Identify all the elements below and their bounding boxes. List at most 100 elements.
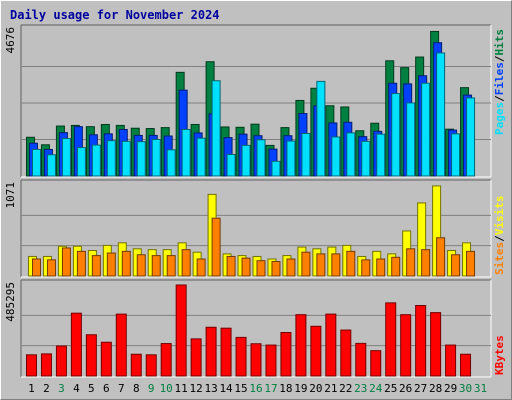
sites-bar-day-2 — [46, 259, 56, 277]
pages-bar-day-21 — [331, 136, 341, 177]
day-label-19: 19 — [294, 382, 307, 395]
kbytes-bar-day-20 — [310, 325, 322, 377]
sites-bar-day-26 — [406, 248, 416, 277]
sites-bar-day-14 — [226, 255, 236, 277]
pages-bar-day-12 — [196, 137, 206, 177]
day-label-22: 22 — [339, 382, 352, 395]
day-label-12: 12 — [190, 382, 203, 395]
kbytes-panel: 485295 — [4, 279, 492, 378]
day-label-15: 15 — [234, 382, 247, 395]
day-label-23: 23 — [354, 382, 367, 395]
kbytes-bar-day-2 — [40, 353, 52, 377]
kbytes-bar-day-14 — [220, 327, 232, 377]
sites-bar-day-12 — [196, 258, 206, 277]
pages-bar-day-26 — [406, 102, 416, 177]
legend-files: Files — [493, 62, 506, 95]
day-label-7: 7 — [118, 382, 125, 395]
pages-bar-day-11 — [181, 128, 191, 177]
kbytes-bar-day-12 — [190, 338, 202, 377]
pages-bar-day-19 — [301, 133, 311, 177]
sites-bar-day-19 — [301, 251, 311, 277]
sites-bar-day-9 — [151, 255, 161, 277]
day-label-20: 20 — [309, 382, 322, 395]
sites-bar-day-13 — [211, 217, 221, 277]
pages-bar-day-6 — [106, 140, 116, 177]
sites-bar-day-29 — [451, 254, 461, 277]
sites-bar-day-23 — [361, 259, 371, 277]
kbytes-bar-day-9 — [145, 354, 157, 377]
sites-bar-day-17 — [271, 261, 281, 277]
day-label-18: 18 — [279, 382, 292, 395]
hits-files-pages-legend: Pages/Files/Hits — [493, 29, 506, 135]
pages-bar-day-9 — [151, 138, 161, 177]
kbytes-bar-day-28 — [430, 312, 442, 377]
y-max-label: 1071 — [4, 182, 17, 209]
day-label-4: 4 — [73, 382, 80, 395]
sites-bar-day-6 — [106, 252, 116, 277]
kbytes-bar-day-11 — [175, 284, 187, 377]
y-max-label: 485295 — [4, 282, 17, 322]
pages-bar-day-20 — [316, 80, 326, 177]
day-axis-labels: 1 2 3 4 5 6 7 8 9 10 11 12 13 14 15 16 17 18 19 20 21 22 23 24 2… — [28, 382, 487, 395]
pages-bar-day-3 — [61, 138, 71, 177]
kbytes-bar-day-10 — [160, 343, 172, 377]
kbytes-bar-day-6 — [100, 341, 112, 377]
day-label-26: 26 — [399, 382, 412, 395]
sites-bar-day-3 — [61, 247, 71, 277]
legend-hits: Hits — [493, 29, 506, 56]
day-label-1: 1 — [28, 382, 35, 395]
day-label-10: 10 — [160, 382, 173, 395]
y-max-label: 4676 — [4, 27, 17, 54]
pages-bar-day-13 — [211, 80, 221, 177]
day-label-21: 21 — [324, 382, 337, 395]
sites-bar-day-1 — [31, 258, 41, 277]
legend-visits: Visits — [493, 196, 506, 236]
kbytes-bar-day-7 — [115, 313, 127, 377]
sites-bar-day-30 — [466, 250, 476, 277]
pages-bar-day-7 — [121, 140, 131, 177]
sites-bar-day-24 — [376, 258, 386, 277]
chart-title: Daily usage for November 2024 — [10, 8, 220, 22]
pages-bar-day-27 — [421, 82, 431, 177]
day-label-11: 11 — [175, 382, 188, 395]
kbytes-bar-day-3 — [55, 345, 67, 377]
day-label-17: 17 — [264, 382, 277, 395]
kbytes-bar-day-19 — [295, 314, 307, 377]
sites-bar-day-8 — [136, 254, 146, 277]
pages-bar-day-22 — [346, 132, 356, 177]
legend-separator: / — [493, 235, 506, 242]
pages-bar-day-30 — [466, 97, 476, 177]
pages-bar-day-18 — [286, 140, 296, 177]
day-label-2: 2 — [43, 382, 50, 395]
sites-bar-day-16 — [256, 260, 266, 277]
pages-bar-day-28 — [436, 52, 446, 177]
pages-bar-day-8 — [136, 141, 146, 177]
kbytes-bar-day-13 — [205, 326, 217, 377]
day-label-29: 29 — [444, 382, 457, 395]
day-label-6: 6 — [103, 382, 110, 395]
legend-text: Sites/Visits — [493, 196, 506, 276]
sites-bar-day-28 — [436, 237, 446, 277]
pages-bar-day-15 — [241, 144, 251, 177]
kbytes-bar-day-30 — [460, 353, 472, 377]
pages-bar-day-16 — [256, 139, 266, 177]
day-label-9: 9 — [148, 382, 155, 395]
kbytes-bar-day-15 — [235, 336, 247, 377]
kbytes-bar-day-17 — [265, 344, 277, 377]
pages-bar-day-1 — [31, 148, 41, 177]
day-label-30: 30 — [459, 382, 472, 395]
sites-bar-day-18 — [286, 258, 296, 277]
pages-bar-day-24 — [376, 133, 386, 177]
day-label-27: 27 — [414, 382, 427, 395]
sites-bar-day-4 — [76, 250, 86, 277]
day-label-24: 24 — [369, 382, 383, 395]
sites-bar-day-22 — [346, 250, 356, 277]
pages-bar-day-4 — [76, 147, 86, 177]
sites-bar-day-5 — [91, 255, 101, 277]
kbytes-bar-day-29 — [445, 344, 457, 377]
pages-bar-day-10 — [166, 149, 176, 177]
kbytes-bar-day-26 — [400, 314, 412, 377]
sites-bar-day-7 — [121, 250, 131, 277]
chart-panels: 4676 1071 485295 — [4, 24, 492, 378]
